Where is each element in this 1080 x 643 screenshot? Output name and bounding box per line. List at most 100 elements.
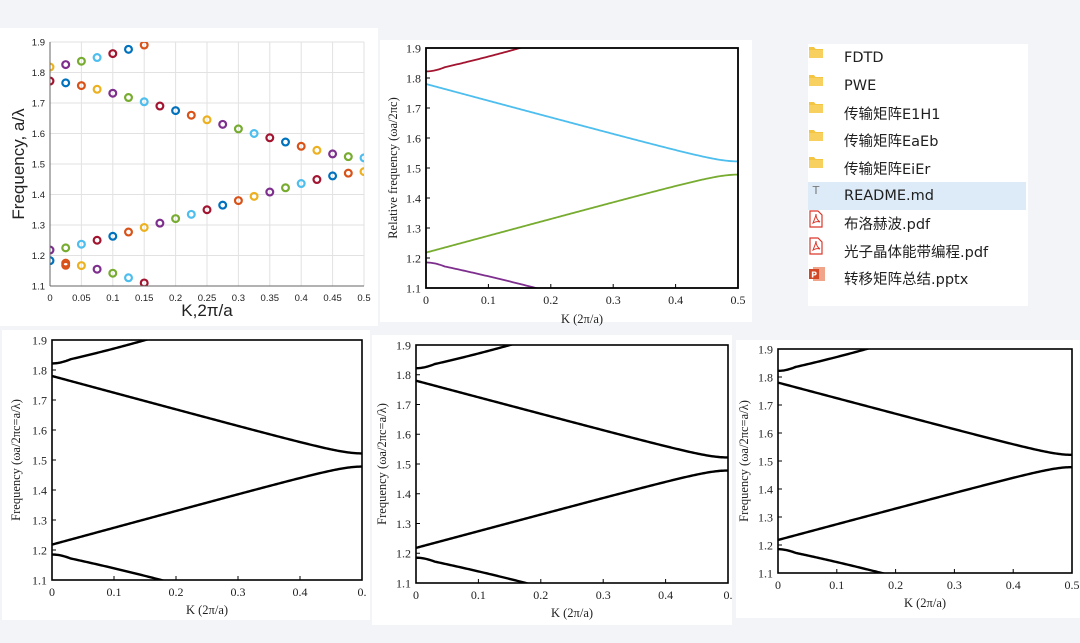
data-point — [50, 256, 55, 266]
data-point — [343, 152, 353, 162]
file-name: 布洛赫波.pdf — [844, 217, 931, 234]
colored-band-chart: 0 0.1 0.2 0.3 0.4 0.5 1.1 1.2 1.3 1.4 1.5 1.6 1.7 1.8… — [386, 41, 746, 326]
y-tick-label: 1.4 — [32, 483, 47, 497]
series-line-band2 — [52, 465, 362, 546]
file-item[interactable]: T README.md — [808, 182, 1026, 210]
file-name: 光子晶体能带编程.pdf — [844, 244, 989, 261]
y-tick-label: 1.5 — [32, 159, 45, 170]
x-tick-label: 0.05 — [72, 293, 91, 304]
black-band-chart-3: 0 0.1 0.2 0.3 0.4 0.5 1.1 1.2 1.3 1.4 1.5 1.6 1.7 1.8… — [737, 342, 1080, 610]
x-tick-label: 0.3 — [947, 578, 962, 592]
text-file-icon: T — [812, 184, 834, 206]
series-line-band3 — [416, 379, 728, 459]
series-line-band2 — [426, 173, 738, 254]
file-item[interactable]: 传输矩阵EaEb — [808, 127, 1026, 155]
series-line-band1 — [778, 548, 887, 573]
data-point — [76, 261, 86, 271]
x-tick-label: 0.5 — [731, 293, 746, 307]
y-tick-label: 1.4 — [758, 482, 773, 496]
data-point — [202, 205, 212, 215]
y-axis-label: Frequency (ωa/2πc=a/λ) — [9, 399, 23, 521]
data-point — [233, 196, 243, 206]
x-tick-label: 0.3 — [596, 588, 611, 602]
series-line-band3 — [426, 83, 738, 163]
file-name: 传输矩阵E1H1 — [844, 106, 941, 123]
data-point — [92, 264, 102, 274]
data-point — [123, 227, 133, 237]
x-tick-label: 0.35 — [261, 293, 280, 304]
series-line-band3 — [778, 381, 1072, 457]
plot-frame — [415, 344, 729, 584]
data-point — [61, 78, 71, 88]
series-line-band4 — [52, 340, 150, 365]
data-point — [50, 76, 55, 86]
y-tick-label: 1.6 — [406, 131, 421, 145]
data-point — [123, 273, 133, 283]
file-name: PWE — [844, 77, 877, 94]
y-tick-label: 1.3 — [32, 513, 47, 527]
data-point — [186, 110, 196, 120]
x-axis-label: K (2π/a) — [551, 606, 593, 620]
y-tick-label: 1.7 — [406, 101, 421, 115]
x-tick-label: 0.1 — [829, 578, 844, 592]
pptx-icon: P — [809, 266, 834, 289]
black-band-chart-1-panel: 0 0.1 0.2 0.3 0.4 0. 1.1 1.2 1.3 1.4 1.5 1.6 1.7 1.8 1… — [2, 330, 370, 620]
file-item[interactable]: FDTD — [808, 44, 1026, 72]
file-name: FDTD — [844, 50, 884, 66]
series-line-band4 — [426, 48, 524, 73]
data-point — [50, 245, 55, 255]
data-point — [296, 141, 306, 151]
y-tick-label: 1.8 — [406, 71, 421, 85]
file-item[interactable]: 光子晶体能带编程.pdf — [808, 237, 1026, 265]
data-point — [155, 218, 165, 228]
file-item[interactable]: P 转移矩阵总结.pptx — [808, 265, 1026, 293]
svg-text:T: T — [812, 184, 820, 197]
x-axis-label: K (2π/a) — [904, 596, 946, 610]
x-tick-label: 0.2 — [533, 588, 548, 602]
file-item[interactable]: 传输矩阵EiEr — [808, 154, 1026, 182]
data-point — [61, 60, 71, 70]
file-item[interactable]: PWE — [808, 72, 1026, 100]
data-point — [296, 179, 306, 189]
data-point — [139, 222, 149, 232]
data-point — [233, 124, 243, 134]
y-tick-label: 1.1 — [32, 281, 45, 292]
black-band-chart-1: 0 0.1 0.2 0.3 0.4 0. 1.1 1.2 1.3 1.4 1.5 1.6 1.7 1.8 1… — [9, 333, 367, 617]
folder-icon — [809, 74, 834, 96]
data-point — [108, 88, 118, 98]
data-point — [218, 119, 228, 129]
file-name: README.md — [844, 188, 934, 204]
x-axis-label: K (2π/a) — [561, 312, 603, 326]
x-tick-label: 0 — [47, 293, 52, 304]
x-tick-label: 0.45 — [323, 293, 342, 304]
x-tick-label: 0.1 — [481, 293, 496, 307]
file-item[interactable]: 布洛赫波.pdf — [808, 209, 1026, 238]
y-axis-label: Relative frequency (ωa/2πc) — [386, 97, 400, 239]
black-band-chart-2: 0 0.1 0.2 0.3 0.4 0. 1.1 1.2 1.3 1.4 1.5 1.6 1.7 1.8 1… — [375, 338, 733, 620]
data-point — [108, 231, 118, 241]
x-tick-label: 0.1 — [107, 585, 122, 599]
x-tick-label: 0.15 — [135, 293, 154, 304]
file-name: 传输矩阵EiEr — [844, 161, 931, 178]
scatter-chart: 0 0.05 0.1 0.15 0.2 0.25 0.3 0.35 0.4 0.45 0.5 1.1 1… — [9, 37, 371, 320]
series-band4 — [50, 42, 149, 72]
y-tick-label: 1.5 — [758, 454, 773, 468]
series-band1 — [50, 256, 149, 286]
y-tick-label: 1.8 — [758, 370, 773, 384]
y-tick-label: 1.2 — [406, 251, 421, 265]
data-point — [123, 93, 133, 103]
file-item[interactable]: 传输矩阵E1H1 — [808, 99, 1026, 127]
x-tick-label: 0.3 — [231, 585, 246, 599]
y-tick-label: 1.2 — [396, 547, 411, 561]
x-tick-label: 0.4 — [1006, 578, 1021, 592]
data-point — [312, 175, 322, 185]
data-point — [359, 153, 364, 163]
data-point — [92, 84, 102, 94]
data-point — [76, 56, 86, 66]
x-tick-label: 0.2 — [543, 293, 558, 307]
y-tick-label: 1.9 — [758, 342, 773, 356]
data-point — [139, 97, 149, 107]
y-tick-label: 1.1 — [32, 573, 47, 587]
series-line-band4 — [778, 349, 872, 373]
scatter-chart-panel: 0 0.05 0.1 0.15 0.2 0.25 0.3 0.35 0.4 0.45 0.5 1.1 1… — [0, 28, 378, 326]
